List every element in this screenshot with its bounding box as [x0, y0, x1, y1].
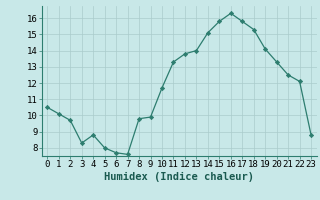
X-axis label: Humidex (Indice chaleur): Humidex (Indice chaleur)	[104, 172, 254, 182]
